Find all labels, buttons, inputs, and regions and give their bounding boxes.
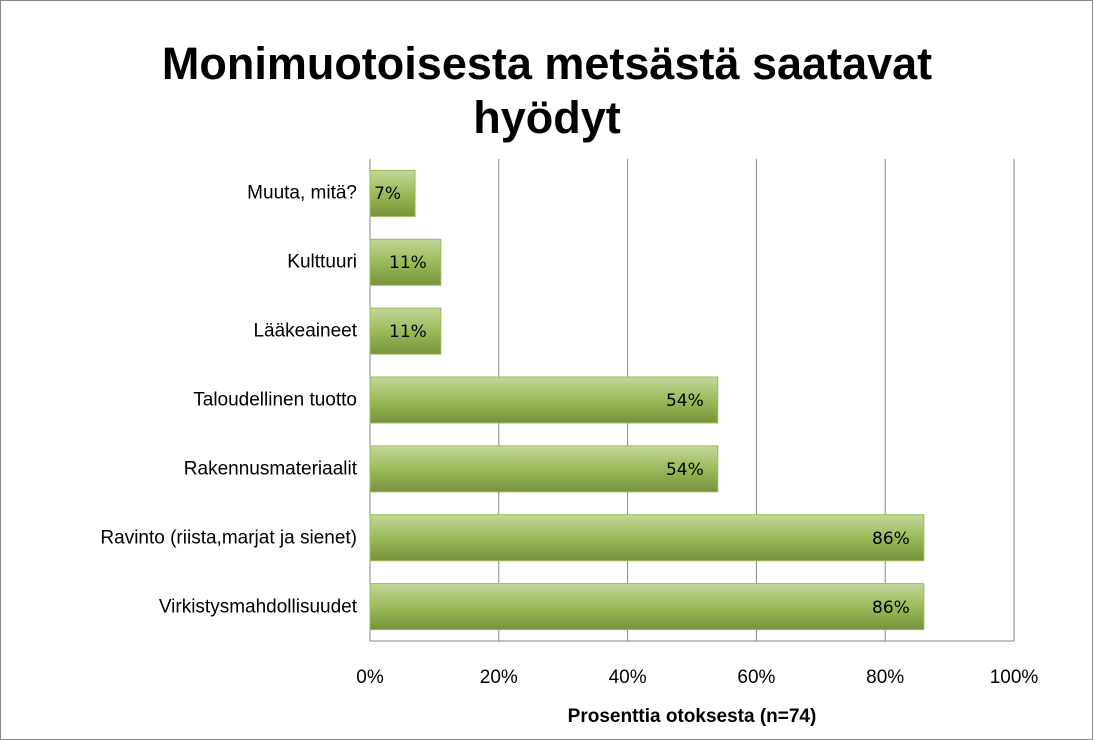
x-tick-label: 100% xyxy=(990,667,1039,689)
y-tick-label: Muuta, mitä? xyxy=(247,182,357,205)
bar xyxy=(370,515,924,561)
x-tick-label: 40% xyxy=(609,667,647,689)
data-label: 11% xyxy=(389,322,427,342)
data-label: 54% xyxy=(666,391,704,411)
chart: Monimuotoisesta metsästä saatavat hyödyt… xyxy=(0,0,1093,740)
y-tick-label: Ravinto (riista,marjat ja sienet) xyxy=(100,526,357,549)
x-axis-title: Prosenttia otoksesta (n=74) xyxy=(370,706,1014,728)
data-label: 11% xyxy=(389,253,427,273)
data-label: 86% xyxy=(872,598,910,618)
x-tick-label: 80% xyxy=(866,667,904,689)
y-tick-label: Virkistysmahdollisuudet xyxy=(159,595,357,618)
chart-title: Monimuotoisesta metsästä saatavat hyödyt xyxy=(97,37,997,145)
data-label: 7% xyxy=(374,184,401,204)
x-tick-label: 0% xyxy=(356,667,383,689)
data-label: 54% xyxy=(666,460,704,480)
y-tick-label: Taloudellinen tuotto xyxy=(193,389,357,412)
y-tick-label: Rakennusmateriaalit xyxy=(184,457,357,480)
y-tick-label: Lääkeaineet xyxy=(253,320,357,343)
bar xyxy=(370,584,924,630)
data-label: 86% xyxy=(872,529,910,549)
x-tick-label: 60% xyxy=(737,667,775,689)
y-tick-label: Kulttuuri xyxy=(287,251,357,274)
x-tick-label: 20% xyxy=(480,667,518,689)
